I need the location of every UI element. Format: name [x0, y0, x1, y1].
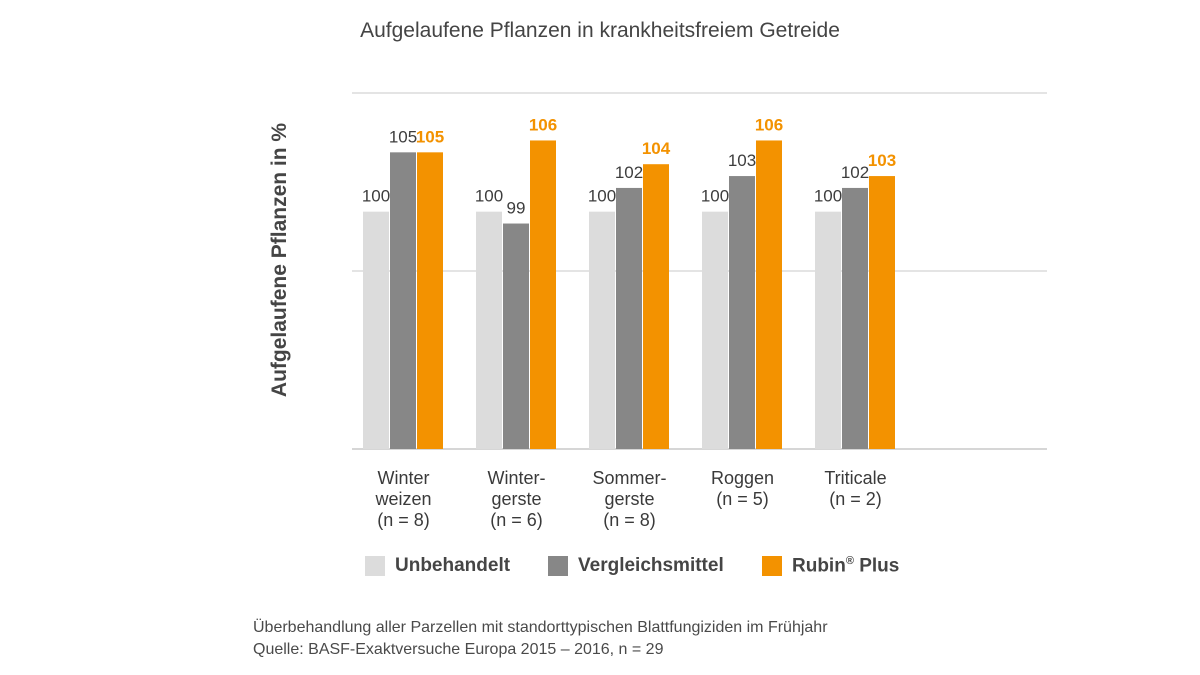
bar-3-3	[643, 164, 669, 449]
legend-swatch-unbehandelt	[365, 556, 385, 576]
data-label: 100	[362, 187, 390, 206]
bar-1-4	[702, 211, 728, 449]
data-label: 105	[389, 127, 417, 146]
legend-swatch-rubin-plus	[762, 556, 782, 577]
category-label: Sommer-gerste (n = 8)	[570, 468, 690, 531]
category-label-line: Sommer-	[592, 468, 667, 488]
category-label-line: Roggen	[710, 468, 775, 488]
legend-label-rubin-plus: Rubin® Plus	[792, 555, 900, 577]
bar-1-2	[476, 211, 502, 449]
data-label: 99	[507, 199, 526, 218]
footnote-source: Quelle: BASF-Exaktversuche Europa 2015 –…	[253, 641, 664, 658]
bar-3-1	[417, 152, 443, 450]
data-label: 106	[755, 115, 783, 134]
data-label: 100	[475, 187, 503, 206]
data-label: 103	[728, 151, 756, 170]
category-label-line: weizen	[375, 489, 432, 509]
category-label-line: (n = 8)	[377, 510, 430, 530]
bar-1-1	[363, 211, 389, 449]
category-label: Triticale (n = 2)	[796, 468, 916, 510]
category-label-line: gerste	[491, 489, 542, 509]
category-label: Winter weizen (n = 8)	[344, 468, 464, 531]
data-label: 106	[529, 115, 557, 134]
category-label-line: Triticale	[824, 468, 887, 488]
footnote-treatment: Überbehandlung aller Parzellen mit stand…	[253, 619, 828, 636]
bar-3-5	[869, 176, 895, 450]
data-label: 102	[841, 163, 869, 182]
data-label: 104	[642, 139, 671, 158]
category-label-line: (n = 8)	[603, 510, 656, 530]
category-label-line: (n = 5)	[716, 489, 769, 509]
category-label-line: (n = 2)	[829, 489, 882, 509]
category-label-line: Winter-	[487, 468, 546, 488]
bar-3-4	[756, 140, 782, 449]
bar-2-2	[503, 223, 529, 449]
bar-1-5	[815, 211, 841, 449]
bar-2-1	[390, 152, 416, 450]
data-label: 105	[416, 127, 444, 146]
legend-label-vergleichsmittel: Vergleichsmittel	[578, 555, 724, 576]
legend-item-vergleichsmittel: Vergleichsmittel	[548, 555, 724, 577]
data-label: 103	[868, 151, 896, 170]
bar-2-4	[729, 176, 755, 450]
legend-swatch-vergleichsmittel	[548, 556, 568, 576]
category-label: Winter-gerste (n = 6)	[457, 468, 577, 531]
bar-2-5	[842, 187, 868, 449]
data-label: 100	[814, 187, 842, 206]
chart-title: Aufgelaufene Pflanzen in krankheitsfreie…	[360, 19, 840, 42]
bar-3-2	[530, 140, 556, 449]
category-label-line: Winter	[377, 468, 430, 488]
legend-item-unbehandelt: Unbehandelt	[365, 555, 510, 577]
category-label: Roggen (n = 5)	[683, 468, 803, 510]
legend-label-unbehandelt: Unbehandelt	[395, 555, 511, 576]
data-label: 102	[615, 163, 643, 182]
data-label: 100	[701, 187, 729, 206]
legend-item-rubin-plus: Rubin® Plus	[762, 555, 899, 577]
bar-1-3	[589, 211, 615, 449]
category-label-line: (n = 6)	[490, 510, 543, 530]
data-label: 100	[588, 187, 616, 206]
category-label-line: gerste	[604, 489, 655, 509]
bar-2-3	[616, 187, 642, 449]
